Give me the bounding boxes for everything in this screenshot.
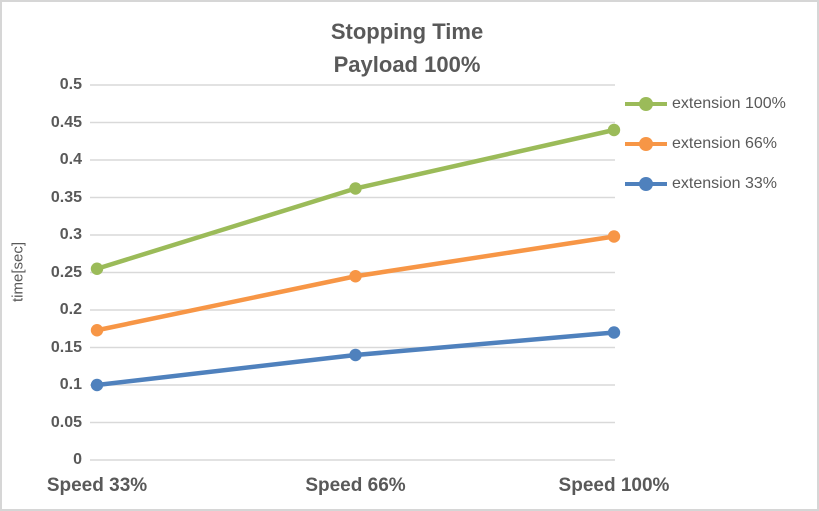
chart-title-line-1: Stopping Time (330, 19, 484, 44)
legend-item-extension-66: extension 66% (625, 133, 777, 155)
series-line-extension-66 (94, 234, 617, 333)
legend-marker-icon (625, 177, 667, 191)
y-tick-label: 0.2 (59, 301, 82, 318)
legend-item-extension-100: extension 100% (625, 93, 786, 115)
y-tick-label: 0.25 (50, 263, 82, 281)
data-point-extension-100-speed-100 (607, 123, 621, 137)
data-point-extension-100-speed-66 (349, 182, 362, 195)
data-point-extension-66-speed-66 (349, 270, 362, 283)
y-tick-label: 0.45 (50, 113, 82, 131)
legend-label: extension 33% (672, 175, 777, 192)
y-tick-label: 0.1 (59, 376, 82, 393)
y-tick-label: 0.15 (50, 338, 82, 356)
legend-label: extension 66% (672, 135, 777, 152)
y-tick-label: 0.35 (50, 188, 82, 206)
legend-label: extension 100% (672, 95, 786, 112)
y-tick-label: 0.05 (50, 413, 82, 431)
x-tick-label-speed-33: Speed 33% (46, 475, 148, 496)
data-point-extension-100-speed-33 (90, 262, 104, 275)
legend-marker-icon (625, 97, 667, 111)
legend-marker-icon (625, 137, 667, 151)
y-tick-label: 0 (73, 451, 82, 468)
x-tick-label-speed-66: Speed 66% (305, 475, 406, 496)
y-tick-label: 0.4 (59, 151, 82, 168)
data-point-extension-33-speed-100 (607, 326, 621, 339)
y-tick-label: 0.3 (59, 226, 82, 243)
y-tick-label: 0.5 (59, 76, 82, 93)
data-point-extension-33-speed-33 (90, 378, 104, 392)
data-point-extension-66-speed-100 (607, 230, 621, 243)
chart-title: Stopping Time Payload 100% (22, 15, 792, 81)
chart-title-line-2: Payload 100% (333, 52, 481, 77)
legend-item-extension-33: extension 33% (625, 173, 777, 195)
data-point-extension-66-speed-33 (90, 324, 104, 337)
y-axis-title: time[sec] (9, 241, 27, 303)
data-point-extension-33-speed-66 (349, 348, 362, 362)
x-tick-label-speed-100: Speed 100% (558, 475, 670, 496)
